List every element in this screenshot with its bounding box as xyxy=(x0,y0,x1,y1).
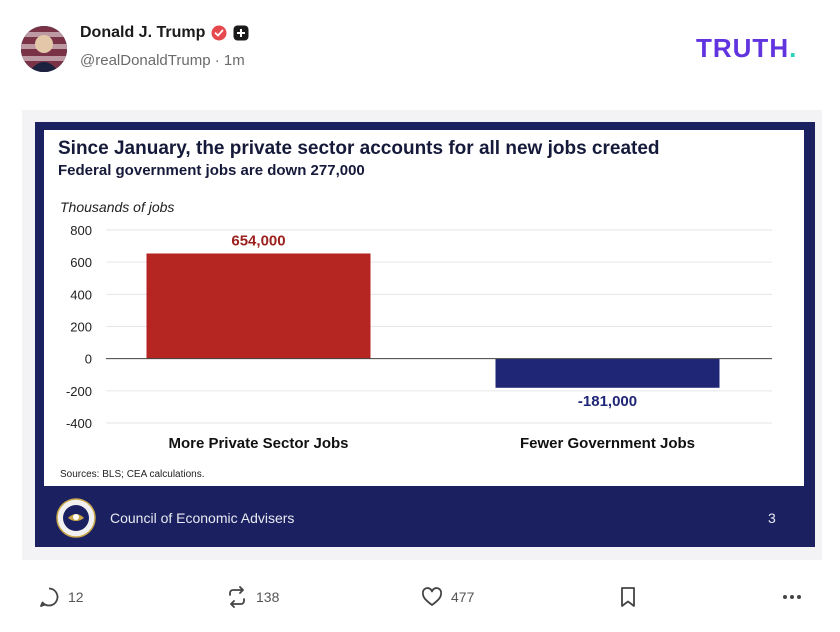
avatar[interactable] xyxy=(21,26,67,72)
category-label: Fewer Government Jobs xyxy=(520,435,695,452)
more-button[interactable] xyxy=(781,586,803,608)
slide-number: 3 xyxy=(768,510,776,526)
action-bar: 12 138 477 xyxy=(0,578,840,622)
cea-seal-icon xyxy=(56,498,96,538)
separator: · xyxy=(214,52,220,69)
bar xyxy=(146,253,371,359)
display-name[interactable]: Donald J. Trump xyxy=(80,24,206,41)
bar xyxy=(495,358,720,388)
like-button[interactable]: 477 xyxy=(421,586,474,608)
category-label: More Private Sector Jobs xyxy=(168,435,348,452)
brand-dot: . xyxy=(789,33,798,63)
reply-count: 12 xyxy=(68,589,84,605)
like-count: 477 xyxy=(451,589,475,605)
reply-icon xyxy=(38,586,60,608)
verified-icon xyxy=(211,25,227,41)
data-label: -181,000 xyxy=(578,393,637,410)
y-tick-label: -200 xyxy=(66,384,92,399)
truth-logo[interactable]: TRUTH. xyxy=(696,33,797,64)
y-axis-label: Thousands of jobs xyxy=(60,199,174,215)
cea-name: Council of Economic Advisers xyxy=(110,510,295,526)
y-tick-label: -400 xyxy=(66,416,92,431)
slide-title: Since January, the private sector accoun… xyxy=(58,138,660,159)
y-tick-label: 0 xyxy=(85,352,92,367)
y-tick-label: 800 xyxy=(70,223,92,238)
reply-button[interactable]: 12 xyxy=(38,586,84,608)
bar-chart: Thousands of jobs 800 600 400 200 0 -200 -400 65… xyxy=(60,199,772,480)
handle-row: @realDonaldTrump · 1m xyxy=(80,52,245,69)
y-tick-label: 600 xyxy=(70,255,92,270)
name-row: Donald J. Trump xyxy=(80,24,249,42)
bookmark-button[interactable] xyxy=(618,586,638,608)
slide-subtitle: Federal government jobs are down 277,000 xyxy=(58,162,365,179)
source-note: Sources: BLS; CEA calculations. xyxy=(60,469,205,480)
y-tick-label: 200 xyxy=(70,320,92,335)
bookmark-icon xyxy=(618,586,638,608)
retruth-count: 138 xyxy=(256,589,280,605)
handle[interactable]: @realDonaldTrump xyxy=(80,52,211,69)
retruth-button[interactable]: 138 xyxy=(226,586,279,608)
plus-icon xyxy=(233,25,249,41)
more-icon xyxy=(781,586,803,608)
post-header: Donald J. Trump @realDonaldTrump · 1m TR… xyxy=(0,0,840,80)
like-icon xyxy=(421,586,443,608)
post-time[interactable]: 1m xyxy=(223,52,245,69)
brand-name: TRUTH xyxy=(696,33,790,63)
data-label: 654,000 xyxy=(231,232,285,249)
y-tick-label: 400 xyxy=(70,287,92,302)
retruth-icon xyxy=(226,586,248,608)
